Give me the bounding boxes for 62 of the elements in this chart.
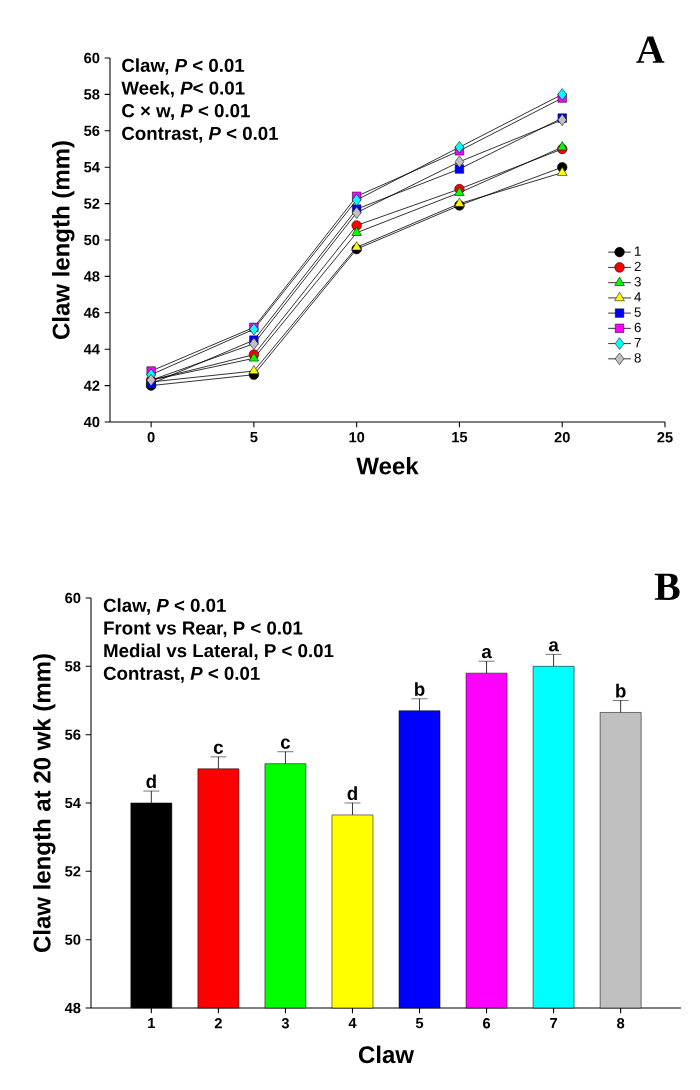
legend-label: 6 xyxy=(634,322,641,333)
y-tick-label: 58 xyxy=(65,661,81,672)
y-tick-label: 54 xyxy=(84,162,100,173)
x-tick-label: 10 xyxy=(349,432,365,443)
x-tick-label: 5 xyxy=(250,432,258,443)
y-tick-label: 56 xyxy=(84,125,100,136)
data-label: d xyxy=(347,786,357,801)
annotation: Claw, P < 0.01 xyxy=(103,598,226,615)
data-label: d xyxy=(146,774,156,789)
legend-label: 1 xyxy=(635,246,641,256)
y-tick-label: 54 xyxy=(65,797,81,809)
y-tick-label: 58 xyxy=(84,89,100,100)
x-tick-label: 1 xyxy=(148,1018,155,1029)
x-tick-label: 20 xyxy=(554,432,570,443)
annotation: Contrast, P < 0.01 xyxy=(103,666,260,683)
y-tick-label: 60 xyxy=(84,52,100,64)
data-label: b xyxy=(415,682,425,696)
data-label: a xyxy=(481,648,492,659)
y-tick-label: 52 xyxy=(84,198,100,209)
legend-label: 8 xyxy=(634,353,641,363)
legend-label: 5 xyxy=(634,307,641,317)
y-tick-label: 48 xyxy=(83,271,100,282)
x-tick-label: 4 xyxy=(348,1018,357,1029)
x-axis-title: Claw xyxy=(358,1045,415,1064)
data-label: c xyxy=(280,738,291,749)
x-axis-title: Week xyxy=(356,456,419,475)
y-tick-label: 56 xyxy=(65,729,81,740)
data-label: b xyxy=(616,683,626,698)
legend-label: 3 xyxy=(634,277,641,287)
legend-label: 7 xyxy=(634,337,641,348)
x-tick-label: 3 xyxy=(281,1018,289,1029)
y-tick-label: 48 xyxy=(64,1002,81,1014)
annotation: A xyxy=(636,36,665,63)
y-tick-label: 44 xyxy=(83,344,100,355)
data-label: c xyxy=(213,743,224,754)
y-tick-label: 52 xyxy=(65,866,81,877)
y-tick-label: 50 xyxy=(84,234,100,246)
annotation: Front vs Rear, P < 0.01 xyxy=(104,621,303,638)
annotation: Claw, P < 0.01 xyxy=(122,58,245,75)
legend-label: 2 xyxy=(634,261,641,272)
x-tick-label: 0 xyxy=(147,432,155,443)
x-tick-label: 8 xyxy=(617,1018,625,1029)
y-tick-label: 40 xyxy=(83,416,100,428)
annotation: C × w, P < 0.01 xyxy=(122,104,250,121)
x-tick-label: 5 xyxy=(415,1018,424,1029)
annotation: Week, P< 0.01 xyxy=(121,80,245,98)
y-tick-label: 46 xyxy=(83,307,100,318)
x-tick-label: 25 xyxy=(657,432,673,443)
x-tick-label: 6 xyxy=(483,1018,491,1029)
y-tick-label: 50 xyxy=(65,934,81,945)
x-tick-label: 7 xyxy=(550,1018,558,1029)
y-tick-label: 60 xyxy=(65,592,81,604)
y-axis-title: Claw length (mm) xyxy=(52,141,75,340)
data-label: a xyxy=(548,641,559,652)
y-tick-label: 42 xyxy=(83,380,100,391)
x-tick-label: 2 xyxy=(214,1018,222,1029)
x-tick-label: 15 xyxy=(452,432,468,443)
legend-label: 4 xyxy=(634,292,642,302)
annotation: B xyxy=(654,573,680,600)
annotation: Medial vs Lateral, P < 0.01 xyxy=(104,643,334,661)
annotation: Contrast, P < 0.01 xyxy=(122,126,279,143)
y-axis-title: Claw length at 20 wk (mm) xyxy=(33,654,56,953)
